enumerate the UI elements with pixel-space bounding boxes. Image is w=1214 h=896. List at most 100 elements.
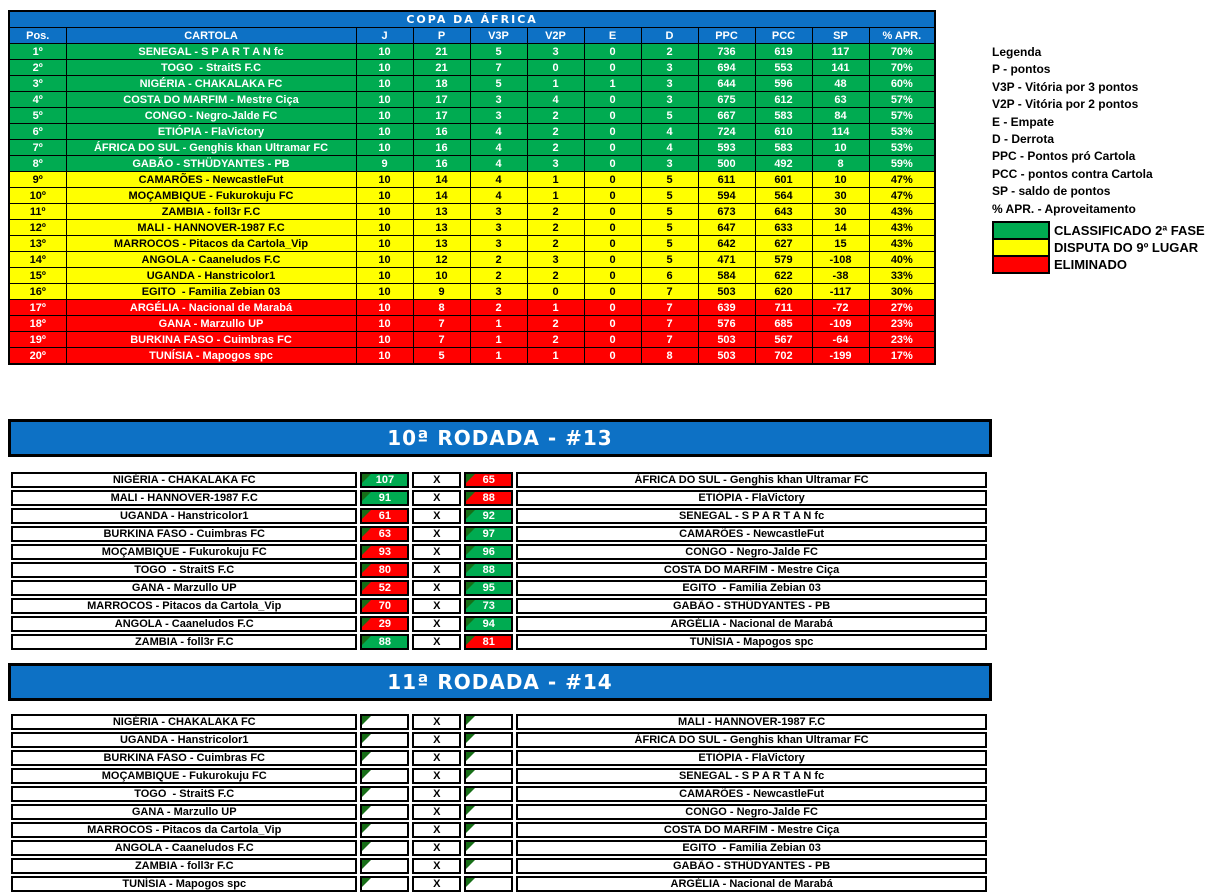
column-header-apr: % APR. — [868, 27, 936, 44]
match-row: BURKINA FASO - Cuimbras FC X ETIÓPIA - Fla… — [11, 750, 987, 766]
vs-separator: X — [412, 526, 462, 542]
cell-j: 9 — [355, 155, 414, 172]
cell-p: 10 — [412, 267, 471, 284]
legend-item: V3P - Vitória por 3 pontos — [992, 79, 1139, 94]
cell-d: 6 — [640, 267, 699, 284]
cell-ppc: 576 — [697, 315, 756, 332]
column-header-pos: Pos. — [8, 27, 67, 44]
cell-v3p: 2 — [469, 251, 528, 268]
cell-d: 3 — [640, 59, 699, 76]
match-row: MARROCOS - Pitacos da Cartola_Vip X COSTA … — [11, 822, 987, 838]
vs-separator: X — [412, 580, 462, 596]
cell-pos: 2º — [8, 59, 67, 76]
legend-zone-key: CLASSIFICADO 2ª FASE DISPUTA DO 9º LUGAR E… — [992, 221, 1214, 275]
match-row: TOGO - StraitS F.C X CAMARÕES - NewcastleF… — [11, 786, 987, 802]
cell-d: 5 — [640, 107, 699, 124]
cell-pcc: 633 — [754, 219, 813, 236]
away-score-cell: 73 — [464, 598, 514, 614]
cell-apr: 27% — [868, 299, 936, 316]
home-score-cell: 29 — [360, 616, 410, 632]
round-2-title: 11ª RODADA - #14 — [387, 670, 613, 694]
standings-row: 12º MALI - HANNOVER-1987 F.C 10 13 3 2 0 5 647 63… — [8, 219, 936, 236]
cell-sp: 30 — [811, 187, 870, 204]
vs-separator: X — [412, 858, 462, 874]
cell-team: MOÇAMBIQUE - Fukurokuju FC — [65, 187, 357, 204]
cell-v2p: 2 — [526, 139, 585, 156]
away-score-cell: 94 — [464, 616, 514, 632]
home-team-name: ZAMBIA - foll3r F.C — [11, 634, 358, 650]
cell-pos: 9º — [8, 171, 67, 188]
cell-p: 17 — [412, 91, 471, 108]
home-team-name: NIGÉRIA - CHAKALAKA FC — [11, 714, 358, 730]
cell-team: BURKINA FASO - Cuimbras FC — [65, 331, 357, 348]
cell-p: 13 — [412, 203, 471, 220]
standings-row: 13º MARROCOS - Pitacos da Cartola_Vip 10 13… — [8, 235, 936, 252]
cell-p: 18 — [412, 75, 471, 92]
cell-pos: 16º — [8, 283, 67, 300]
cell-ppc: 647 — [697, 219, 756, 236]
cell-apr: 17% — [868, 347, 936, 365]
cell-pos: 11º — [8, 203, 67, 220]
cell-sp: 15 — [811, 235, 870, 252]
cell-v2p: 4 — [526, 91, 585, 108]
cell-v3p: 5 — [469, 43, 528, 60]
away-team-name: ARGÉLIA - Nacional de Marabá — [516, 876, 987, 892]
home-score-cell: 61 — [360, 508, 410, 524]
away-team-name: ÁFRICA DO SUL - Genghis khan Ultramar FC — [516, 472, 987, 488]
match-row: UGANDA - Hanstricolor1 61 X 92 SENEGAL - S P… — [11, 508, 987, 524]
legend-item: SP - saldo de pontos — [992, 184, 1111, 199]
away-team-name: CAMARÕES - NewcastleFut — [516, 526, 987, 542]
vs-separator: X — [412, 732, 462, 748]
standings-row: 18º GANA - Marzullo UP 10 7 1 2 0 7 576 685 -109 23… — [8, 315, 936, 332]
away-score-cell: 96 — [464, 544, 514, 560]
cell-pcc: 553 — [754, 59, 813, 76]
match-row: TOGO - StraitS F.C 80 X 88 COSTA DO MARFIM -… — [11, 562, 987, 578]
zone-color-swatch — [992, 255, 1050, 275]
cell-d: 5 — [640, 235, 699, 252]
cell-apr: 70% — [868, 59, 936, 76]
cell-ppc: 593 — [697, 139, 756, 156]
match-row: MALI - HANNOVER-1987 F.C 91 X 88 ETIÓPIA - F… — [11, 490, 987, 506]
away-team-name: CAMARÕES - NewcastleFut — [516, 786, 987, 802]
vs-separator: X — [412, 768, 462, 784]
cell-j: 10 — [355, 59, 414, 76]
cell-j: 10 — [355, 107, 414, 124]
away-team-name: ARGÉLIA - Nacional de Marabá — [516, 616, 987, 632]
home-team-name: TOGO - StraitS F.C — [11, 562, 358, 578]
vs-separator: X — [412, 490, 462, 506]
cell-pcc: 579 — [754, 251, 813, 268]
cell-d: 3 — [640, 91, 699, 108]
cell-pcc: 567 — [754, 331, 813, 348]
home-team-name: ANGOLA - Caaneludos F.C — [11, 840, 358, 856]
cell-team: CONGO - Negro-Jalde FC — [65, 107, 357, 124]
home-team-name: GANA - Marzullo UP — [11, 804, 358, 820]
cell-p: 9 — [412, 283, 471, 300]
cell-v3p: 1 — [469, 331, 528, 348]
legend-zone-row: DISPUTA DO 9º LUGAR — [992, 238, 1214, 258]
cell-d: 4 — [640, 139, 699, 156]
cell-pos: 3º — [8, 75, 67, 92]
cell-v3p: 3 — [469, 283, 528, 300]
legend-item: PCC - pontos contra Cartola — [992, 166, 1153, 181]
cell-apr: 47% — [868, 171, 936, 188]
away-score-cell: 65 — [464, 472, 514, 488]
match-row: NIGÉRIA - CHAKALAKA FC X MALI - HANNOVER-1… — [11, 714, 987, 730]
zone-label: CLASSIFICADO 2ª FASE — [1054, 223, 1205, 239]
cell-pcc: 643 — [754, 203, 813, 220]
away-team-name: CONGO - Negro-Jalde FC — [516, 544, 987, 560]
cell-v2p: 2 — [526, 203, 585, 220]
legend-title: Legenda — [992, 45, 1042, 59]
match-row: ANGOLA - Caaneludos F.C X EGITO - Familia … — [11, 840, 987, 856]
cell-e: 0 — [583, 347, 642, 365]
cell-pcc: 620 — [754, 283, 813, 300]
cell-apr: 53% — [868, 123, 936, 140]
away-team-name: CONGO - Negro-Jalde FC — [516, 804, 987, 820]
vs-separator: X — [412, 544, 462, 560]
cell-j: 10 — [355, 347, 414, 365]
away-team-name: EGITO - Familia Zebian 03 — [516, 580, 987, 596]
home-score-cell: 88 — [360, 634, 410, 650]
cell-j: 10 — [355, 219, 414, 236]
cell-v2p: 0 — [526, 283, 585, 300]
cell-p: 13 — [412, 235, 471, 252]
home-score-cell — [360, 786, 410, 802]
